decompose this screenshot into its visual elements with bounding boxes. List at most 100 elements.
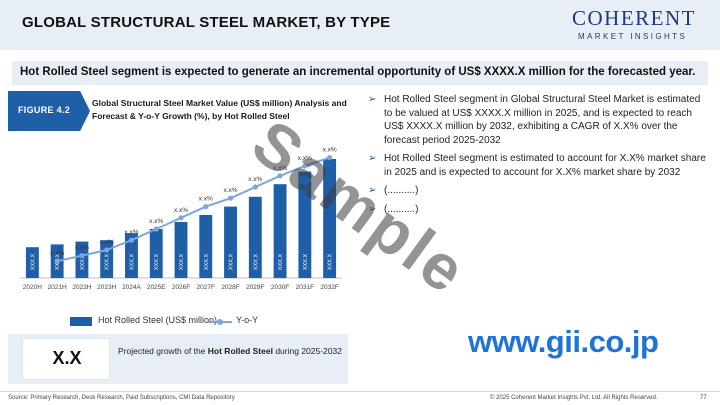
x-tick-label: 2026F <box>172 284 190 291</box>
arrow-bullet-icon: ➢ <box>368 153 377 164</box>
bullet-text: (..........) <box>384 185 419 196</box>
bar-data-label: XXX.X <box>154 254 160 271</box>
bar-data-label: XXX.X <box>229 254 235 271</box>
bar-data-label: XXX.X <box>253 254 259 271</box>
bullet-item: ➢ (..........) <box>368 184 708 198</box>
bar <box>25 247 39 278</box>
footer-copyright: © 2025 Coherent Market Insights Pvt. Ltd… <box>490 395 658 401</box>
yoy-data-label: x.x% <box>273 165 287 172</box>
yoy-data-label: x.x% <box>223 187 237 194</box>
bar <box>149 229 163 278</box>
x-tick-label: 2032F <box>320 284 338 291</box>
yoy-data-label: x.x% <box>199 196 213 203</box>
highlight-text: Hot Rolled Steel segment is expected to … <box>20 66 696 78</box>
yoy-data-label: x.x% <box>50 250 64 257</box>
yoy-data-label: x.x% <box>124 229 138 236</box>
yoy-point <box>327 155 333 161</box>
page-title: GLOBAL STRUCTURAL STEEL MARKET, BY TYPE <box>22 14 391 31</box>
yoy-point <box>277 173 283 179</box>
bar-data-label: XXX.X <box>105 254 111 271</box>
highlight-box: Hot Rolled Steel segment is expected to … <box>12 61 708 85</box>
logo-sub-text: MARKET INSIGHTS <box>578 32 688 41</box>
bar-line-chart: XXX.X 2020H XXX.X 2021H XXX.X 2022H XXX.X 2023H… <box>20 147 342 291</box>
bar <box>199 215 213 278</box>
bar-data-label: XXX.X <box>129 254 135 271</box>
growth-badge: X.X <box>22 338 110 380</box>
yoy-data-label: x.x% <box>75 245 89 252</box>
x-tick-label: 2022H <box>72 284 91 291</box>
yoy-point <box>128 237 135 243</box>
footer-source: Source: Primary Research, Desk Research,… <box>8 395 235 401</box>
legend-line-label: Y-o-Y <box>236 315 259 325</box>
arrow-bullet-icon: ➢ <box>368 94 377 105</box>
growth-description: Projected growth of the Hot Rolled Steel… <box>118 345 343 358</box>
figure-badge-label: FIGURE 4.2 <box>18 105 71 115</box>
figure-badge: FIGURE 4.2 <box>8 91 90 131</box>
bar-data-label: XXX.X <box>30 254 36 271</box>
yoy-data-label: x.x% <box>100 239 114 246</box>
bullet-list: ➢ Hot Rolled Steel segment in Global Str… <box>368 93 708 221</box>
x-tick-label: 2027F <box>197 284 215 291</box>
x-tick-label: 2024A <box>122 284 141 291</box>
bar <box>75 241 89 278</box>
yoy-point <box>302 163 308 169</box>
arrow-bullet-icon: ➢ <box>368 185 377 196</box>
yoy-point <box>104 247 110 253</box>
yoy-point <box>178 215 184 221</box>
growth-value: X.X <box>52 348 82 368</box>
x-tick-label: 2031F <box>296 284 314 291</box>
x-tick-label: 2023H <box>97 284 116 291</box>
company-logo: COHERENT MARKET INSIGHTS <box>572 6 712 44</box>
bar-data-label: XXX.X <box>328 254 334 271</box>
bullet-text: (..........) <box>384 203 419 215</box>
bar <box>248 196 262 278</box>
bar-data-label: XXX.X <box>179 254 185 271</box>
bullet-item: ➢ Hot Rolled Steel segment is estimated … <box>368 152 708 179</box>
yoy-line <box>56 156 330 263</box>
growth-text-segment: Hot Rolled Steel <box>207 346 273 356</box>
bar <box>298 171 312 278</box>
bar <box>273 184 287 278</box>
bar <box>224 206 237 278</box>
bullet-text: Hot Rolled Steel segment is estimated to… <box>384 153 706 178</box>
header-band <box>0 0 720 50</box>
logo-main-text: COHERENT <box>572 6 696 30</box>
footer-divider <box>0 391 720 392</box>
bar-data-label: XXX.X <box>80 254 86 271</box>
bar-data-label: XXX.X <box>278 254 284 271</box>
legend-line-swatch <box>208 319 232 325</box>
x-tick-label: 2030F <box>271 284 289 291</box>
legend-bar-swatch <box>70 317 92 326</box>
figure-caption: Global Structural Steel Market Value (US… <box>92 98 347 121</box>
x-tick-label: 2021H <box>48 284 67 291</box>
yoy-point <box>79 253 85 259</box>
x-tick-label: 2029F <box>246 284 264 291</box>
bar <box>323 159 337 278</box>
bullet-item: ➢ Hot Rolled Steel segment in Global Str… <box>368 93 708 147</box>
bar-data-label: XXX.X <box>204 254 210 271</box>
arrow-bullet-icon: ➢ <box>368 203 377 215</box>
yoy-point <box>252 184 258 190</box>
yoy-data-label: x.x% <box>174 207 188 214</box>
yoy-point <box>153 226 159 232</box>
bar <box>174 222 188 278</box>
growth-text-suffix: during 2025-2032 <box>272 346 342 356</box>
yoy-point <box>203 204 209 210</box>
gii-brand-text: www.gii.co.jp <box>468 324 659 359</box>
x-tick-label: 2028F <box>221 284 239 291</box>
yoy-point <box>227 195 234 201</box>
growth-text-prefix: Projected growth of the <box>118 346 208 356</box>
yoy-data-label: x.x% <box>149 218 163 225</box>
yoy-data-label: x.x% <box>248 176 262 183</box>
x-tick-label: 2025E <box>147 284 166 291</box>
chart-legend: Hot Rolled Steel (US$ million) Y-o-Y <box>70 314 350 330</box>
growth-panel: X.X Projected growth of the Hot Rolled S… <box>8 334 348 384</box>
yoy-data-label: x.x% <box>323 147 337 154</box>
bar-data-label: XXX.X <box>303 254 309 271</box>
bullet-text: Hot Rolled Steel segment in Global Struc… <box>384 94 701 146</box>
bullet-item: ➢ (..........) <box>368 203 708 217</box>
page-number: 77 <box>700 395 707 401</box>
x-tick-label: 2020H <box>23 284 42 291</box>
bar <box>125 233 138 278</box>
yoy-point <box>54 258 60 264</box>
